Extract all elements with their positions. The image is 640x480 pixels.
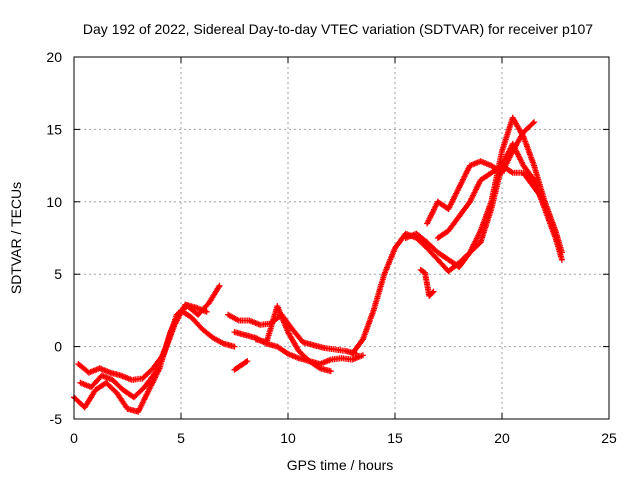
data-points	[349, 140, 565, 357]
data-points	[75, 301, 210, 383]
data-points	[424, 119, 538, 227]
series-track-3	[75, 301, 210, 383]
series-track-12	[417, 266, 437, 299]
x-tick-label: 10	[280, 430, 296, 446]
plot-frame	[73, 56, 610, 420]
data-points	[434, 162, 548, 241]
data-points	[231, 358, 251, 373]
y-tick-label: 15	[46, 121, 62, 137]
series-track-8	[349, 140, 565, 357]
data-points	[71, 307, 238, 415]
x-tick-label: 15	[387, 430, 403, 446]
series-track-2	[77, 282, 223, 401]
data-series	[71, 114, 565, 415]
y-tick-label: 10	[46, 194, 62, 210]
x-tick-label: 0	[70, 430, 78, 446]
data-points	[252, 303, 334, 375]
x-tick-label: 5	[177, 430, 185, 446]
series-track-10	[424, 119, 538, 227]
x-axis-label: GPS time / hours	[287, 457, 394, 473]
y-axis-ticks: -5 0 5 10 15 20	[46, 49, 609, 427]
y-tick-label: 20	[46, 49, 62, 65]
y-tick-label: 5	[54, 266, 62, 282]
data-points	[417, 266, 437, 299]
chart-title: Day 192 of 2022, Sidereal Day-to-day VTE…	[83, 21, 593, 37]
x-axis-ticks: 0 5 10 15 20 25	[70, 57, 617, 446]
series-track-7	[252, 303, 334, 375]
series-track-6	[231, 358, 251, 373]
x-tick-label: 25	[601, 430, 617, 446]
y-tick-label: 0	[54, 339, 62, 355]
series-track-1	[71, 307, 238, 415]
y-axis-label: SDTVAR / TECUs	[8, 182, 24, 294]
series-track-11	[434, 162, 548, 241]
y-tick-label: -5	[50, 411, 63, 427]
x-tick-label: 20	[494, 430, 510, 446]
data-points	[77, 282, 223, 401]
